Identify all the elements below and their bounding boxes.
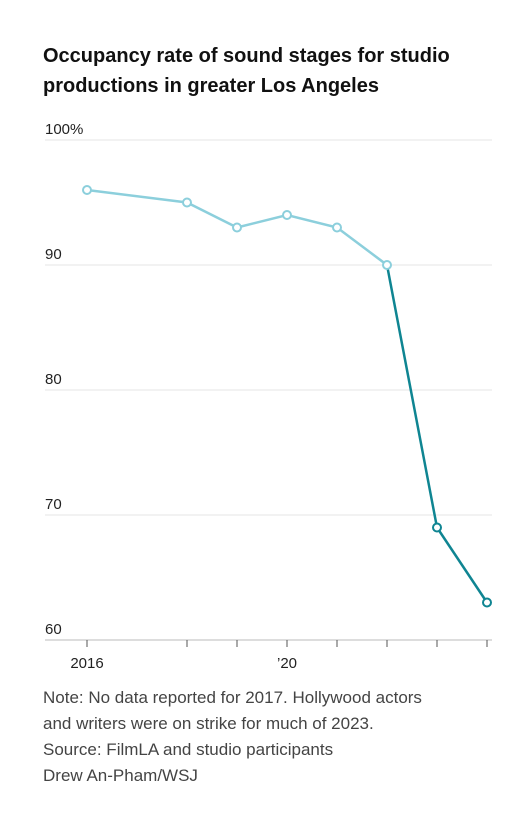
y-tick-label: 70 bbox=[45, 496, 62, 513]
line bbox=[86, 188, 388, 266]
point bbox=[482, 597, 492, 608]
point bbox=[82, 185, 92, 195]
line bbox=[385, 264, 489, 604]
point bbox=[232, 222, 242, 233]
chart-title: productions in greater Los Angeles bbox=[43, 75, 379, 97]
note: Source: FilmLA and studio participants bbox=[43, 740, 333, 759]
y-tick-label: 80 bbox=[45, 371, 62, 388]
x-tick-label: ’20 bbox=[277, 655, 297, 672]
chart-title: Occupancy rate of sound stages for studi… bbox=[43, 45, 450, 67]
point bbox=[282, 210, 292, 220]
note: and writers were on strike for much of 2… bbox=[43, 714, 374, 733]
note: Note: No data reported for 2017. Hollywo… bbox=[43, 688, 422, 707]
note: Drew An-Pham/WSJ bbox=[43, 766, 198, 785]
point bbox=[382, 260, 392, 270]
point bbox=[332, 222, 342, 233]
y-tick-label: 90 bbox=[45, 246, 62, 263]
point bbox=[182, 197, 192, 208]
y-tick-label: 60 bbox=[45, 621, 62, 638]
point bbox=[432, 522, 442, 533]
y-tick-label: 100% bbox=[45, 121, 83, 138]
x-tick-label: 2016 bbox=[70, 655, 103, 672]
